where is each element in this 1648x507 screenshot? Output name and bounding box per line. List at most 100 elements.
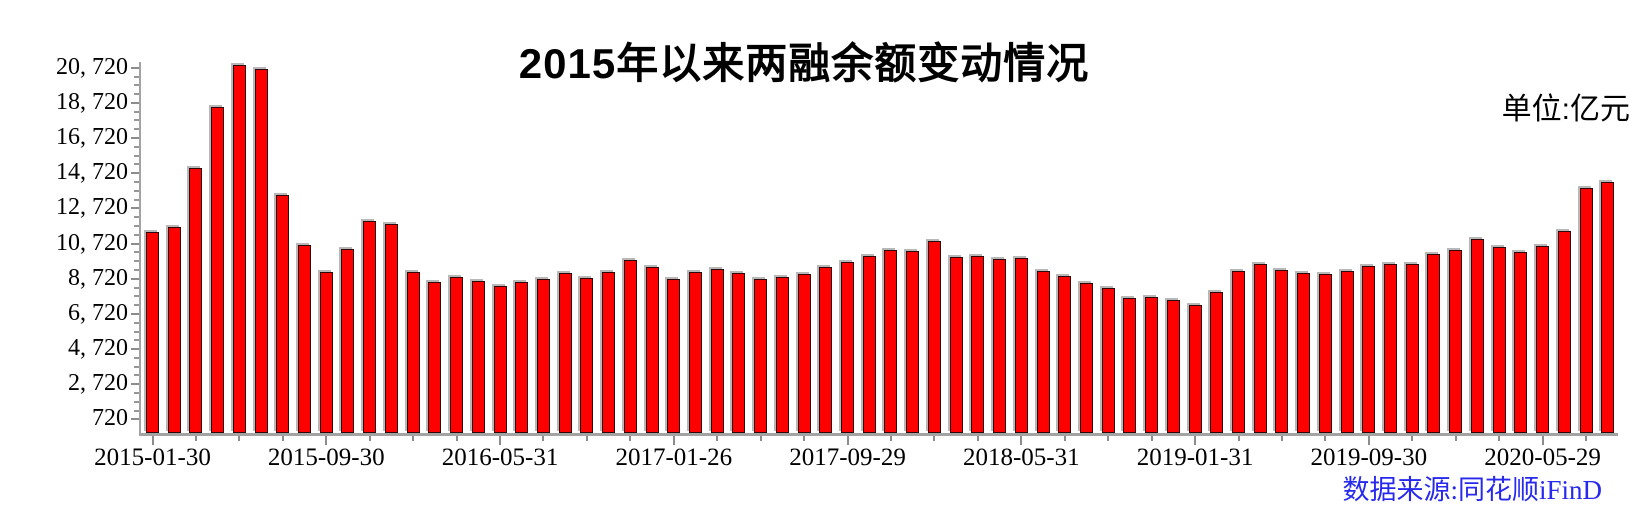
y-minor-tick xyxy=(134,392,139,395)
bar xyxy=(1449,250,1463,433)
y-tick-label: 8, 720 xyxy=(68,264,128,291)
y-minor-tick xyxy=(134,330,139,333)
y-minor-tick xyxy=(134,260,139,263)
bar xyxy=(558,273,572,433)
x-minor-tick xyxy=(629,436,632,441)
y-minor-tick xyxy=(134,216,139,219)
y-minor-tick xyxy=(134,163,139,166)
x-minor-tick xyxy=(194,436,197,441)
bar xyxy=(1166,300,1180,433)
bar xyxy=(971,255,985,433)
bar xyxy=(1557,230,1571,433)
x-major-tick xyxy=(1020,436,1023,445)
x-tick-label: 2017-01-26 xyxy=(615,444,733,471)
bar xyxy=(276,194,290,433)
y-major-tick xyxy=(131,66,139,69)
bar xyxy=(1253,263,1267,433)
y-minor-tick xyxy=(134,400,139,403)
x-tick-label: 2015-01-30 xyxy=(94,444,211,471)
y-minor-tick xyxy=(134,295,139,298)
y-tick-label: 14, 720 xyxy=(56,159,128,186)
bar xyxy=(167,227,181,433)
y-tick-label: 18, 720 xyxy=(56,88,128,115)
bar xyxy=(189,167,203,433)
bar xyxy=(1340,271,1354,433)
x-minor-tick xyxy=(585,436,588,441)
bar xyxy=(580,278,594,433)
x-minor-tick xyxy=(1150,436,1153,441)
bar xyxy=(1536,245,1550,433)
y-minor-tick xyxy=(134,145,139,148)
bar xyxy=(1232,271,1245,433)
bar xyxy=(797,273,811,433)
bar xyxy=(949,256,963,433)
bar xyxy=(710,269,724,433)
y-tick-label: 720 xyxy=(92,405,128,432)
y-tick-label: 2, 720 xyxy=(68,370,128,397)
x-axis-line xyxy=(139,433,1618,436)
x-tick-label: 2019-09-30 xyxy=(1310,444,1428,471)
x-tick-label: 2018-05-31 xyxy=(962,444,1080,471)
bar xyxy=(1470,239,1484,433)
y-major-tick xyxy=(131,418,139,421)
x-minor-tick xyxy=(889,436,892,441)
x-minor-tick xyxy=(716,436,719,441)
x-minor-tick xyxy=(368,436,371,441)
x-tick-label: 2019-01-31 xyxy=(1136,444,1254,471)
x-minor-tick xyxy=(1585,436,1588,441)
y-major-tick xyxy=(131,207,139,210)
bar xyxy=(1275,270,1289,433)
bar xyxy=(1079,282,1093,433)
bar xyxy=(1362,265,1376,433)
bar xyxy=(298,244,312,433)
bar xyxy=(623,259,637,433)
bar xyxy=(1579,188,1593,433)
bar xyxy=(428,282,442,433)
y-major-tick xyxy=(131,101,139,104)
y-tick-label: 6, 720 xyxy=(68,299,128,326)
bar xyxy=(906,251,920,433)
bar xyxy=(819,266,833,433)
x-minor-tick xyxy=(455,436,458,441)
x-tick-label: 2020-05-29 xyxy=(1484,444,1601,471)
y-axis-line xyxy=(139,62,141,436)
x-minor-tick xyxy=(238,436,241,441)
y-minor-tick xyxy=(134,198,139,201)
bar xyxy=(319,272,333,433)
bar xyxy=(1014,258,1028,433)
y-minor-tick xyxy=(134,286,139,289)
y-minor-tick xyxy=(134,268,139,271)
y-tick-label: 20, 720 xyxy=(56,53,128,80)
bar xyxy=(1514,251,1528,433)
y-tick-label: 16, 720 xyxy=(56,124,128,151)
y-major-tick xyxy=(131,137,139,140)
x-major-tick xyxy=(1194,436,1197,445)
y-major-tick xyxy=(131,348,139,351)
x-minor-tick xyxy=(933,436,936,441)
bar xyxy=(1384,263,1398,433)
chart-title: 2015年以来两融余额变动情况 xyxy=(518,40,1090,87)
y-minor-tick xyxy=(134,339,139,342)
x-major-tick xyxy=(672,436,675,445)
y-minor-tick xyxy=(134,356,139,359)
x-minor-tick xyxy=(1063,436,1066,441)
y-minor-tick xyxy=(134,251,139,254)
y-major-tick xyxy=(131,242,139,245)
x-major-tick xyxy=(1367,436,1370,445)
y-minor-tick xyxy=(134,321,139,324)
bar xyxy=(254,68,268,433)
bar xyxy=(1101,288,1115,433)
x-minor-tick xyxy=(1498,436,1501,441)
y-minor-tick xyxy=(134,128,139,131)
y-minor-tick xyxy=(134,110,139,113)
y-minor-tick xyxy=(134,181,139,184)
y-tick-label: 10, 720 xyxy=(56,229,128,256)
bar xyxy=(363,220,377,433)
bar xyxy=(841,261,855,433)
y-minor-tick xyxy=(134,304,139,307)
bar xyxy=(732,272,746,433)
bar xyxy=(1297,272,1311,433)
y-major-tick xyxy=(131,383,139,386)
y-minor-tick xyxy=(134,119,139,122)
x-minor-tick xyxy=(1107,436,1110,441)
